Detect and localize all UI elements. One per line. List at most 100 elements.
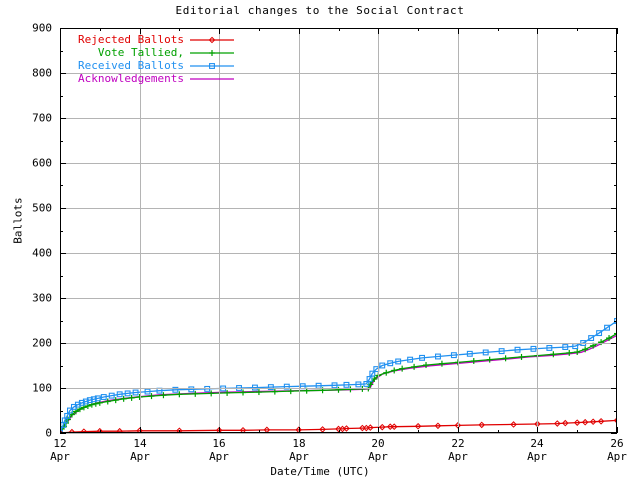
y-tick-major-right [611, 73, 617, 74]
y-tick-label: 0 [45, 426, 52, 440]
y-tick-label: 700 [32, 111, 52, 125]
y-tick-major [60, 163, 66, 164]
y-tick-minor [60, 321, 63, 322]
data-point-marker-plus [335, 386, 342, 393]
data-point-marker-square [124, 390, 131, 397]
data-point-marker-plus [128, 394, 135, 401]
data-point-marker-diamond [478, 421, 486, 429]
y-tick-label: 400 [32, 246, 52, 260]
data-point-marker-square [530, 345, 537, 352]
x-tick-minor [339, 430, 340, 433]
data-point-marker-plus [224, 389, 231, 396]
legend-item[interactable]: Acknowledgements [56, 72, 236, 85]
gridline-vertical [140, 28, 141, 433]
data-point-marker-plus [192, 390, 199, 397]
x-tick-minor [498, 430, 499, 433]
gridline-horizontal [60, 388, 617, 389]
y-tick-minor [60, 141, 63, 142]
data-point-marker-plus [502, 355, 509, 362]
y-tick-major [60, 343, 66, 344]
x-tick-major-top [378, 28, 379, 34]
data-point-marker-square [172, 386, 179, 393]
legend-item-label: Received Ballots [78, 59, 184, 72]
data-point-marker-square [116, 391, 123, 398]
x-tick-major-top [140, 28, 141, 34]
data-point-marker-square [74, 401, 81, 408]
x-tick-minor [577, 430, 578, 433]
y-tick-major-right [611, 253, 617, 254]
data-point-marker-square [78, 399, 85, 406]
y-tick-major-right [611, 388, 617, 389]
x-tick-major-top [617, 28, 618, 34]
data-point-marker-square [64, 412, 71, 419]
x-tick-label-day: 16 [212, 437, 226, 450]
data-point-marker-plus [550, 351, 557, 358]
x-tick-label: 12 Apr [50, 437, 70, 463]
y-tick-major [60, 118, 66, 119]
data-point-marker-plus [208, 390, 215, 397]
data-point-marker-plus [148, 393, 155, 400]
x-tick-major [60, 427, 61, 433]
y-tick-minor-right [614, 231, 617, 232]
data-point-marker-diamond [597, 417, 605, 425]
data-point-marker-square [100, 394, 107, 400]
data-point-marker-square [267, 384, 274, 391]
data-point-marker-plus [255, 389, 262, 396]
y-tick-major-right [611, 298, 617, 299]
data-point-marker-diamond [581, 418, 589, 426]
data-point-marker-square [482, 349, 489, 356]
x-tick-label-month: Apr [130, 450, 150, 463]
data-point-marker-square [419, 354, 425, 361]
y-tick-label: 100 [32, 381, 52, 395]
x-tick-major [537, 427, 538, 433]
y-tick-label: 900 [32, 21, 52, 35]
data-point-marker-diamond [561, 419, 569, 427]
x-tick-minor-top [259, 28, 260, 31]
y-tick-minor-right [614, 411, 617, 412]
data-point-marker-square [363, 380, 370, 387]
data-point-marker-square [596, 330, 603, 337]
legend-item[interactable]: Rejected Ballots [56, 33, 236, 46]
y-tick-minor [60, 96, 63, 97]
x-tick-major [140, 427, 141, 433]
plot-area [60, 28, 618, 434]
x-tick-label-day: 22 [451, 437, 465, 450]
data-point-marker-square [546, 344, 553, 351]
legend-item[interactable]: Received Ballots [56, 59, 236, 72]
x-tick-label: 18 Apr [289, 437, 309, 463]
y-tick-minor-right [614, 96, 617, 97]
data-point-marker-square [355, 381, 362, 388]
y-axis-label: Ballots [11, 197, 25, 244]
x-axis-label: Date/Time (UTC) [270, 465, 370, 478]
x-tick-minor [100, 430, 101, 433]
data-point-marker-diamond [116, 427, 123, 433]
y-tick-major [60, 73, 66, 74]
y-tick-major [60, 433, 66, 434]
gridline-horizontal [60, 208, 617, 209]
data-point-marker-diamond [136, 427, 143, 433]
data-point-marker-square [366, 376, 373, 382]
data-point-marker-square [343, 381, 350, 388]
x-tick-major [299, 427, 300, 433]
y-tick-minor-right [614, 141, 617, 142]
y-tick-major-right [611, 343, 617, 344]
gridline-horizontal [60, 343, 617, 344]
x-tick-minor-top [498, 28, 499, 31]
data-point-marker-plus [518, 353, 525, 360]
data-point-marker-square [86, 397, 93, 404]
data-point-marker-square [132, 389, 139, 396]
x-tick-label-month: Apr [368, 450, 388, 463]
data-point-marker-diamond [80, 428, 88, 433]
x-tick-major-top [537, 28, 538, 34]
data-point-marker-plus [209, 49, 215, 56]
y-tick-major [60, 388, 66, 389]
x-tick-minor-top [418, 28, 419, 31]
legend-item[interactable]: Vote Tallied, [56, 46, 236, 59]
x-tick-minor-top [339, 28, 340, 31]
legend-item-label: Rejected Ballots [78, 33, 184, 46]
x-tick-major [378, 427, 379, 433]
x-tick-label-day: 26 [610, 437, 624, 450]
x-tick-label: 24 Apr [527, 437, 547, 463]
y-tick-minor-right [614, 321, 617, 322]
gridline-horizontal [60, 118, 617, 119]
